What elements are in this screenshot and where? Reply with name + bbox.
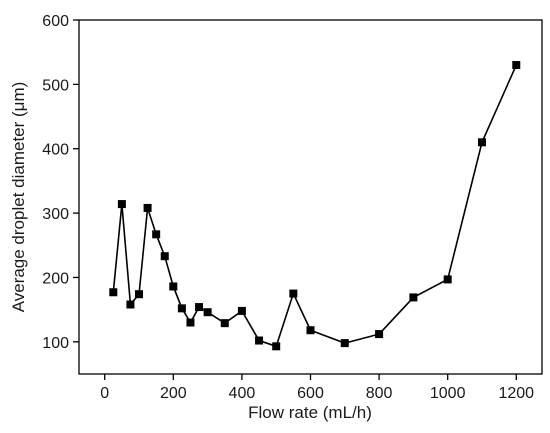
data-point-marker bbox=[237, 306, 246, 315]
x-tick-label: 200 bbox=[160, 385, 187, 402]
y-axis-title: Average droplet diameter (μm) bbox=[9, 82, 28, 313]
y-tick-label: 400 bbox=[42, 142, 69, 159]
x-tick-label: 800 bbox=[366, 385, 393, 402]
data-point-marker bbox=[512, 61, 521, 70]
x-tick-label: 1200 bbox=[498, 385, 534, 402]
data-point-marker bbox=[135, 290, 144, 299]
data-point-marker bbox=[195, 303, 204, 312]
data-series bbox=[109, 61, 521, 351]
x-tick-label: 0 bbox=[100, 385, 109, 402]
plot-frame bbox=[78, 19, 543, 375]
data-point-marker bbox=[375, 330, 384, 339]
data-point-marker bbox=[169, 282, 178, 291]
x-tick-label: 600 bbox=[297, 385, 324, 402]
data-point-marker bbox=[177, 304, 186, 313]
data-point-marker bbox=[160, 252, 169, 261]
data-point-marker bbox=[152, 230, 161, 239]
x-tick-label: 1000 bbox=[430, 385, 466, 402]
data-point-marker bbox=[143, 203, 152, 212]
data-point-marker bbox=[340, 339, 349, 348]
x-axis-ticks: 0 200 400 600 800 1000 1200 bbox=[100, 374, 534, 402]
data-point-marker bbox=[220, 319, 229, 328]
series-line bbox=[112, 64, 518, 348]
data-point-marker bbox=[255, 336, 264, 345]
y-tick-label: 500 bbox=[42, 77, 69, 94]
data-point-marker bbox=[289, 289, 298, 298]
y-axis-ticks: 100 200 300 400 500 600 bbox=[42, 13, 79, 352]
plot-area-border bbox=[78, 19, 543, 375]
data-point-marker bbox=[186, 318, 195, 327]
data-point-marker bbox=[477, 138, 486, 147]
data-point-marker bbox=[409, 293, 418, 302]
x-tick-label: 400 bbox=[229, 385, 256, 402]
data-point-marker bbox=[117, 200, 126, 209]
data-point-marker bbox=[203, 308, 212, 317]
data-point-marker bbox=[109, 288, 118, 297]
data-point-marker bbox=[126, 300, 135, 309]
data-point-marker bbox=[306, 326, 315, 335]
y-tick-label: 200 bbox=[42, 270, 69, 287]
data-point-marker bbox=[272, 342, 281, 351]
x-axis-title: Flow rate (mL/h) bbox=[248, 403, 372, 422]
y-tick-label: 300 bbox=[42, 206, 69, 223]
y-tick-label: 100 bbox=[42, 335, 69, 352]
y-tick-label: 600 bbox=[42, 13, 69, 30]
data-point-marker bbox=[443, 275, 452, 284]
